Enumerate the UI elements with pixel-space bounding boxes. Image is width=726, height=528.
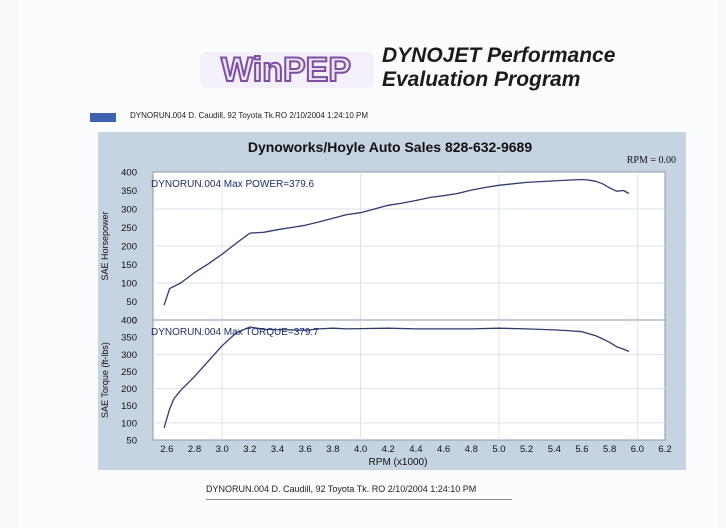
torque-y-tick-label: 300 xyxy=(121,350,137,361)
x-tick-label: 6.2 xyxy=(658,444,671,455)
x-tick-label: 4.8 xyxy=(465,444,478,455)
torque-y-tick-label: 200 xyxy=(121,384,137,395)
logo-lettering: WinPEP xyxy=(221,51,351,89)
torque-y-tick-label: 350 xyxy=(121,333,137,344)
x-tick-label: 3.6 xyxy=(299,444,312,455)
x-tick-label: 3.2 xyxy=(243,444,256,455)
x-tick-label: 4.6 xyxy=(437,444,450,455)
torque-y-tick-label: 250 xyxy=(121,367,137,378)
power-y-tick-label: 350 xyxy=(121,186,137,197)
winpep-logo: WinPEP xyxy=(198,48,378,92)
winpep-logo-graphic: WinPEP xyxy=(200,50,374,90)
power-y-tick-label: 300 xyxy=(121,205,137,216)
power-y-tick-label: 150 xyxy=(121,260,137,271)
x-tick-label: 4.2 xyxy=(382,444,395,455)
x-tick-label: 3.0 xyxy=(216,444,229,455)
chart-title: Dynoworks/Hoyle Auto Sales 828-632-9689 xyxy=(248,139,532,155)
power-y-tick-label: 250 xyxy=(121,223,137,234)
torque-max-annotation: DYNORUN.004 Max TORQUE=379.7 xyxy=(151,327,319,338)
power-y-axis-label: SAE Horsepower xyxy=(100,211,110,280)
x-tick-label: 3.8 xyxy=(326,444,339,455)
torque-y-tick-label: 100 xyxy=(121,418,137,429)
x-tick-label: 3.4 xyxy=(271,444,284,455)
x-tick-label: 5.2 xyxy=(520,444,533,455)
program-title-line1: DYNOJET Performance xyxy=(382,44,616,67)
torque-curve xyxy=(163,326,630,429)
rpm-readout: RPM = 0.00 xyxy=(627,155,676,166)
power-y-tick-label: 200 xyxy=(121,242,137,253)
x-tick-label: 2.6 xyxy=(160,444,173,455)
program-title: DYNOJET Performance Evaluation Program xyxy=(382,44,682,92)
x-tick-label: 6.0 xyxy=(631,444,644,455)
torque-y-tick-label: 150 xyxy=(121,401,137,412)
power-y-tick-label: 0 xyxy=(132,316,137,327)
x-tick-label: 4.0 xyxy=(354,444,367,455)
footer-divider xyxy=(206,499,512,500)
legend-swatch xyxy=(90,113,116,122)
torque-y-axis-label: SAE Torque (ft-lbs) xyxy=(100,342,110,418)
run-legend: DYNORUN.004 D. Caudill, 92 Toyota Tk.RO … xyxy=(90,110,510,124)
power-y-tick-label: 50 xyxy=(126,297,137,308)
x-axis-label: RPM (x1000) xyxy=(369,457,428,468)
power-y-tick-label: 400 xyxy=(121,168,137,179)
x-tick-label: 4.4 xyxy=(409,444,422,455)
x-tick-label: 5.6 xyxy=(575,444,588,455)
x-tick-label: 5.0 xyxy=(492,444,505,455)
x-tick-label: 5.8 xyxy=(603,444,616,455)
run-legend-text: DYNORUN.004 D. Caudill, 92 Toyota Tk.RO … xyxy=(130,111,369,120)
power-y-tick-label: 100 xyxy=(121,279,137,290)
power-max-annotation: DYNORUN.004 Max POWER=379.6 xyxy=(151,179,315,190)
power-curve xyxy=(163,178,630,306)
torque-y-tick-label: 400 xyxy=(121,316,137,327)
torque-y-tick-label: 50 xyxy=(126,436,137,447)
x-tick-label: 5.4 xyxy=(548,444,561,455)
program-title-line2: Evaluation Program xyxy=(382,68,581,91)
torque-plot-area xyxy=(152,319,666,441)
footer-run-info: DYNORUN.004 D. Caudill, 92 Toyota Tk. RO… xyxy=(206,484,477,494)
x-tick-label: 2.8 xyxy=(188,444,201,455)
